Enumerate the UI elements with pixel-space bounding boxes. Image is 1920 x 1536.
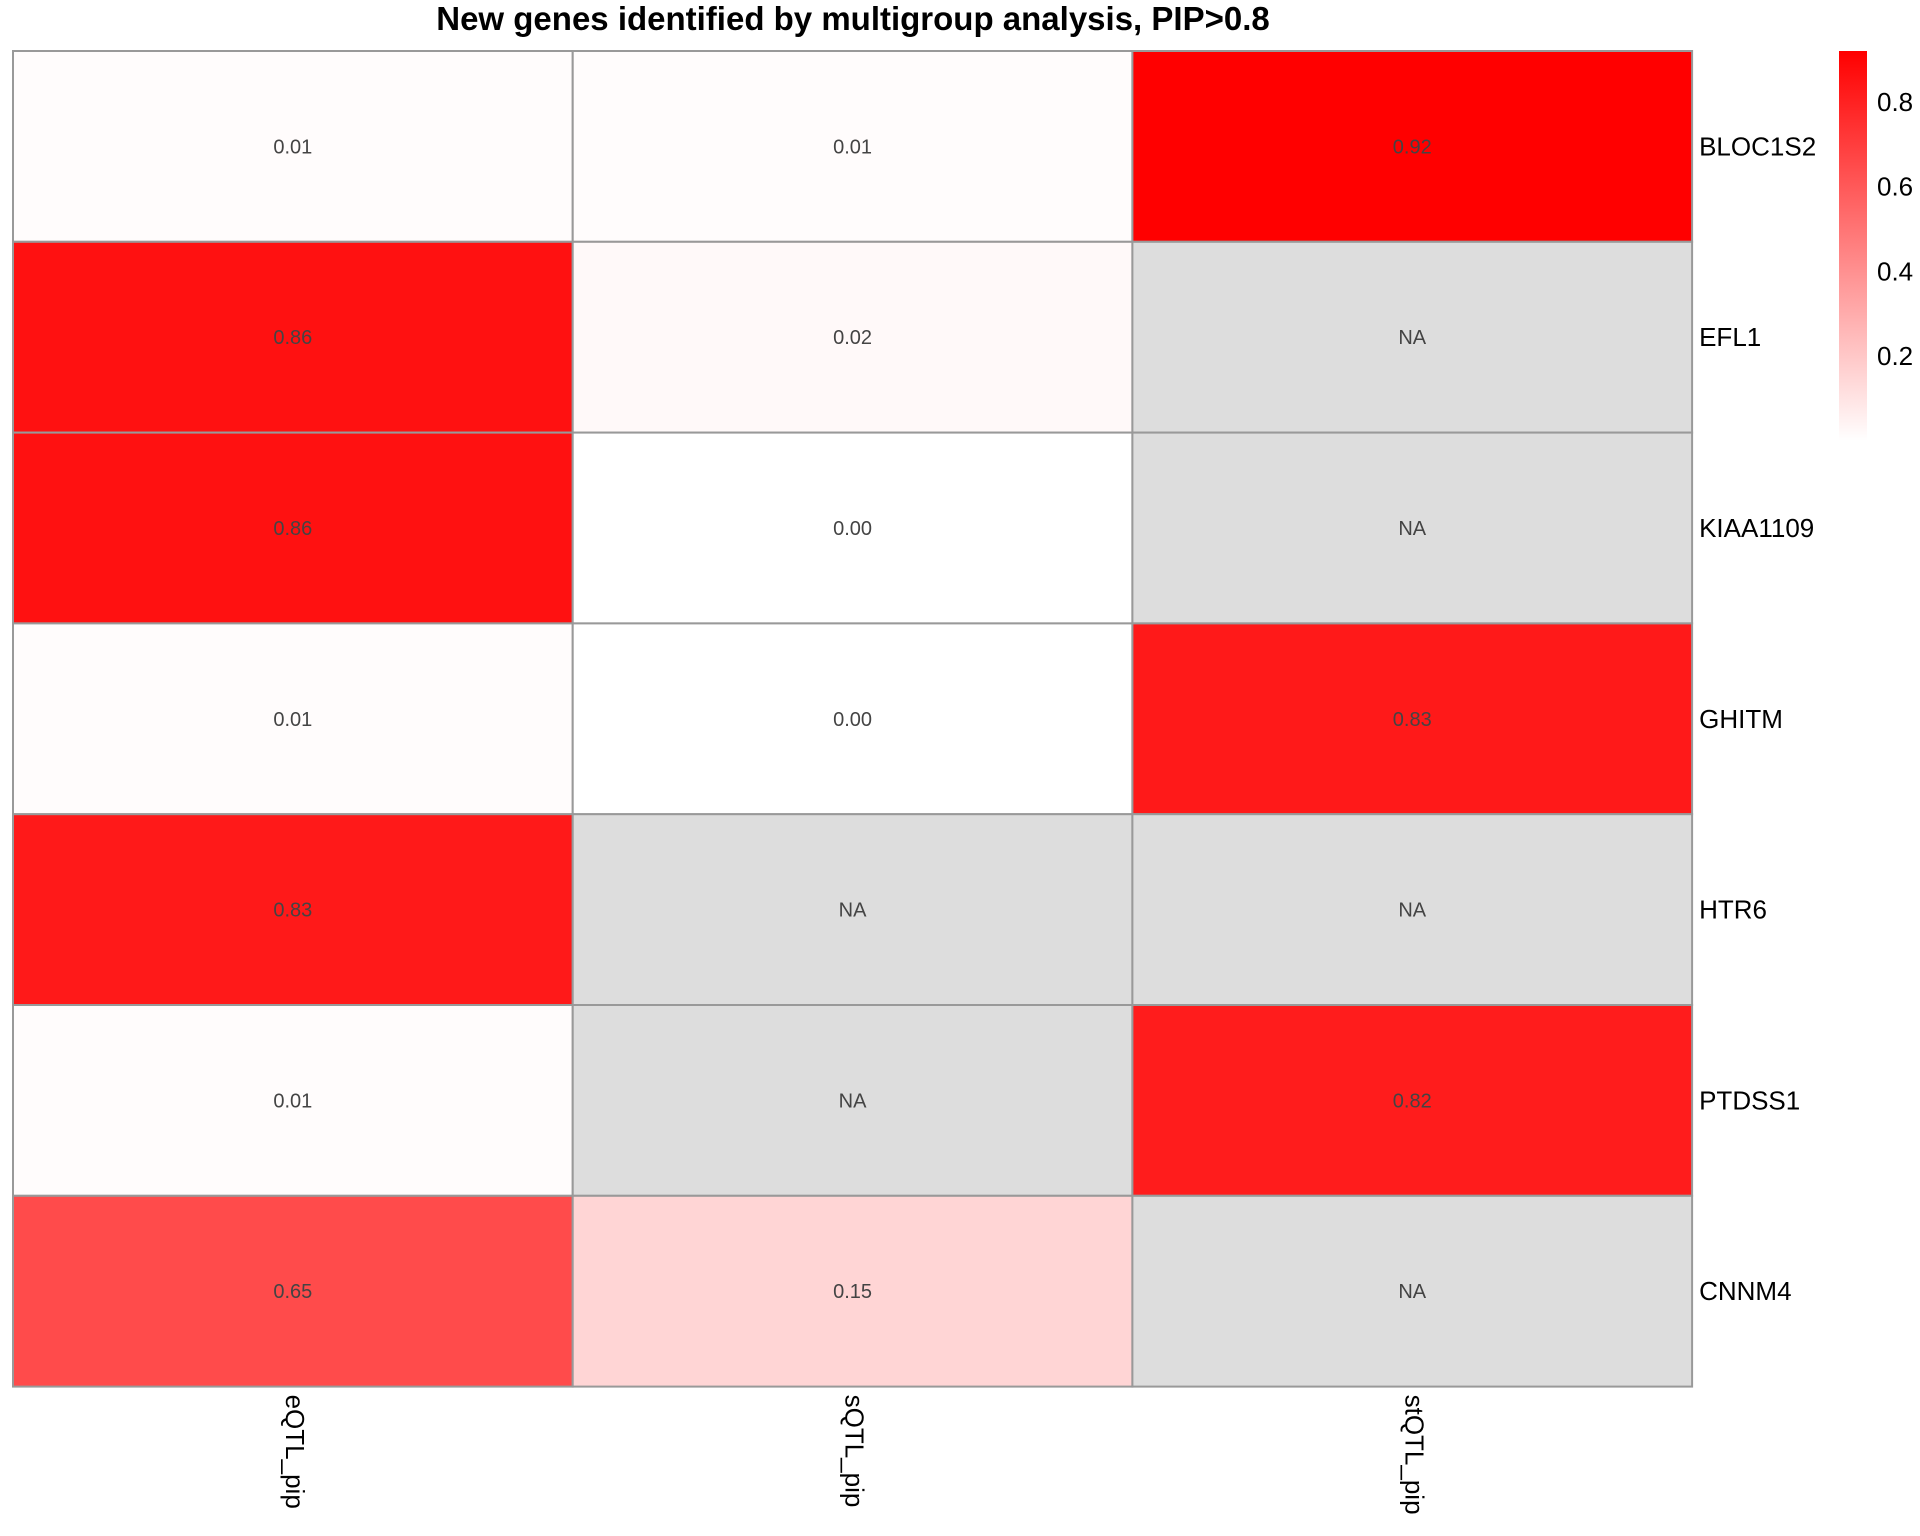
column-label: eQTL_pip (280, 1395, 310, 1509)
legend-color-bar (1839, 51, 1867, 441)
cell-value-label: 0.86 (273, 327, 312, 349)
cell-value-label: 0.01 (273, 709, 312, 731)
color-legend: 0.2 0.4 0.6 0.8 (1839, 51, 1913, 441)
chart-title: New genes identified by multigroup analy… (436, 0, 1269, 37)
row-label: BLOC1S2 (1699, 131, 1816, 161)
cell-value-label: 0.86 (273, 518, 312, 540)
heatmap-cells: 0.01 0.01 0.92 0.86 0.02 NA 0.86 0.00 NA 0.01 0.00… (12, 50, 1694, 1388)
heatmap-cell (1131, 240, 1694, 434)
cell-value-label: NA (839, 1090, 867, 1112)
heatmap-cell (12, 622, 574, 816)
cell-value-label: 0.82 (1393, 1090, 1432, 1112)
heatmap-cell (571, 1004, 1134, 1197)
cell-value-label: 0.83 (1393, 709, 1432, 731)
column-labels: eQTL_pip sQTL_pip stQTL_pip (280, 1395, 1429, 1515)
cell-value-label: 0.01 (833, 136, 872, 158)
cell-value-label: NA (839, 900, 867, 922)
cell-value-label: 0.01 (273, 136, 312, 158)
heatmap-cell (12, 813, 574, 1007)
heatmap-cell (12, 240, 574, 434)
row-label: GHITM (1699, 704, 1783, 734)
row-labels: BLOC1S2 EFL1 KIAA1109 GHITM HTR6 PTDSS1 CNNM4 (1699, 131, 1816, 1306)
row-label: EFL1 (1699, 322, 1761, 352)
heatmap-cell (571, 813, 1134, 1007)
heatmap-cell (571, 240, 1134, 434)
heatmap-cell (1131, 813, 1694, 1007)
cell-value-label: 0.83 (273, 900, 312, 922)
heatmap-cell (12, 1194, 574, 1388)
heatmap-cell (1131, 1194, 1694, 1388)
row-label: HTR6 (1699, 895, 1767, 925)
legend-tick-label: 0.8 (1877, 87, 1913, 117)
heatmap-cell (571, 1194, 1134, 1388)
cell-value-label: 0.01 (273, 1090, 312, 1112)
column-label: stQTL_pip (1399, 1395, 1429, 1515)
heatmap-cell (571, 431, 1134, 625)
row-label: KIAA1109 (1699, 513, 1814, 543)
legend-tick-label: 0.6 (1877, 172, 1913, 202)
column-label: sQTL_pip (840, 1395, 870, 1508)
cell-value-label: 0.00 (833, 518, 872, 540)
heatmap-cell (12, 1004, 574, 1197)
heatmap-cell (1131, 622, 1694, 816)
heatmap-cell (1131, 50, 1694, 243)
legend-tick-label: 0.2 (1877, 341, 1913, 371)
cell-value-label: 0.02 (833, 327, 872, 349)
cell-value-label: 0.92 (1393, 136, 1432, 158)
cell-value-label: NA (1398, 327, 1426, 349)
heatmap-cell (12, 50, 574, 243)
cell-value-label: NA (1398, 900, 1426, 922)
cell-value-label: 0.15 (833, 1281, 872, 1303)
row-label: CNNM4 (1699, 1276, 1791, 1306)
cell-value-label: NA (1398, 518, 1426, 540)
heatmap-cell (1131, 1004, 1694, 1197)
cell-value-label: NA (1398, 1281, 1426, 1303)
heatmap-cell (571, 50, 1134, 243)
row-label: PTDSS1 (1699, 1085, 1800, 1115)
cell-value-label: 0.65 (273, 1281, 312, 1303)
cell-value-label: 0.00 (833, 709, 872, 731)
legend-tick-label: 0.4 (1877, 256, 1913, 286)
